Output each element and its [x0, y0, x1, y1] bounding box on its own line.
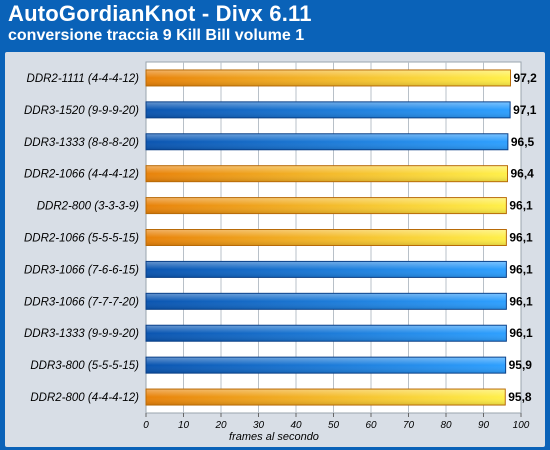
- bar-highlight: [146, 230, 506, 245]
- value-label: 96,1: [509, 231, 533, 245]
- x-tick-labels: 0 10 20 30 40 50 60 70 80 90 100: [143, 420, 530, 431]
- value-label: 96,1: [509, 326, 533, 340]
- value-label: 95,9: [509, 358, 533, 372]
- bar-chart: DDR2-1111 (4-4-4-12) DDR3-1520 (9-9-9-20)…: [24, 61, 537, 443]
- value-label: 97,2: [514, 71, 538, 85]
- x-tick-label: 20: [214, 420, 227, 431]
- value-label: 96,1: [509, 294, 533, 308]
- category-labels: DDR2-1111 (4-4-4-12) DDR3-1520 (9-9-9-20)…: [24, 73, 139, 404]
- chart-panel: DDR2-1111 (4-4-4-12) DDR3-1520 (9-9-9-20)…: [5, 52, 545, 447]
- category-label: DDR3-1333 (8-8-8-20): [24, 137, 139, 149]
- category-label: DDR3-1333 (9-9-9-20): [24, 328, 139, 340]
- bar-highlight: [146, 261, 506, 277]
- bar-highlight: [146, 134, 508, 150]
- value-label: 97,1: [513, 103, 537, 117]
- x-tick-label: 90: [478, 420, 490, 431]
- bar-highlight: [146, 70, 510, 86]
- bar-highlight: [146, 325, 506, 341]
- category-label: DDR2-1066 (5-5-5-15): [24, 233, 139, 245]
- value-label: 96,1: [509, 262, 533, 276]
- x-tick-label: 70: [403, 420, 415, 431]
- x-tick-label: 60: [365, 420, 377, 431]
- bars: [145, 69, 511, 406]
- x-tick-label: 40: [290, 420, 302, 431]
- x-tick-label: 50: [328, 420, 340, 431]
- bar-highlight: [146, 166, 507, 182]
- value-label: 96,4: [511, 167, 535, 181]
- value-label: 96,5: [511, 135, 535, 149]
- chart-title: AutoGordianKnot - Divx 6.11: [8, 1, 312, 26]
- bar-highlight: [146, 389, 505, 405]
- x-axis-title: frames al secondo: [229, 431, 319, 443]
- bar-highlight: [146, 198, 506, 214]
- category-label: DDR3-800 (5-5-5-15): [30, 360, 139, 372]
- bar-highlight: [146, 293, 506, 309]
- category-label: DDR2-800 (3-3-3-9): [37, 201, 139, 213]
- bar-highlight: [146, 102, 510, 118]
- chart-header: AutoGordianKnot - Divx 6.11 conversione …: [0, 0, 550, 50]
- x-tick-label: 10: [178, 420, 190, 431]
- x-tick-label: 80: [440, 420, 452, 431]
- category-label: DDR2-800 (4-4-4-12): [30, 392, 139, 404]
- bar-highlight: [146, 357, 506, 373]
- category-label: DDR2-1066 (4-4-4-12): [24, 169, 139, 181]
- category-label: DDR3-1520 (9-9-9-20): [24, 105, 139, 117]
- chart-subtitle: conversione traccia 9 Kill Bill volume 1: [8, 27, 305, 44]
- x-tick-label: 0: [143, 420, 149, 431]
- value-label: 95,8: [508, 390, 532, 404]
- x-tick-label: 100: [513, 420, 530, 431]
- category-label: DDR2-1111 (4-4-4-12): [27, 73, 140, 85]
- category-label: DDR3-1066 (7-7-7-20): [24, 296, 139, 308]
- x-tick-label: 30: [253, 420, 265, 431]
- category-label: DDR3-1066 (7-6-6-15): [24, 264, 139, 276]
- value-labels: 97,2 97,1 96,5 96,4 96,1 96,1 96,1 96,1 96,1 95,9…: [508, 71, 537, 404]
- value-label: 96,1: [509, 199, 533, 213]
